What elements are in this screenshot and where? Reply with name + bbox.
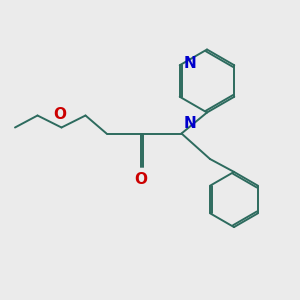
Text: N: N — [184, 116, 197, 130]
Text: N: N — [183, 56, 196, 71]
Text: O: O — [53, 107, 67, 122]
Text: O: O — [134, 172, 148, 187]
